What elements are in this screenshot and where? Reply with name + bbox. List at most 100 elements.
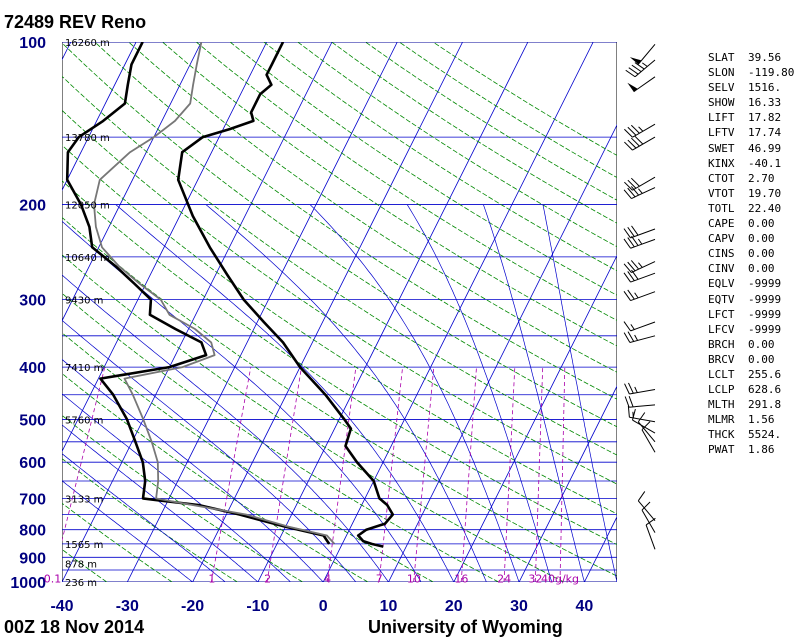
barb-staff <box>629 416 656 423</box>
dry-adiabat <box>62 216 617 577</box>
index-row: SHOW 16.33 <box>708 95 800 110</box>
dry-adiabat <box>196 42 617 321</box>
barb-pennant <box>629 57 642 65</box>
index-value: 2.70 <box>748 171 775 185</box>
dry-adiabat <box>94 42 617 400</box>
wind-barb <box>645 517 656 550</box>
index-row: MLMR 1.56 <box>708 412 800 427</box>
mixing-ratio-line <box>326 367 357 582</box>
data-source: University of Wyoming <box>368 617 563 637</box>
index-value: 16.33 <box>748 96 782 110</box>
isotherm-line <box>322 42 594 582</box>
index-row: BRCV 0.00 <box>708 352 800 367</box>
barb-half-flag <box>638 262 643 268</box>
barb-flag <box>627 331 635 342</box>
height-label: 13780 m <box>65 133 110 144</box>
barb-flag <box>631 225 639 236</box>
moist-adiabat <box>483 204 585 582</box>
barb-flag <box>628 67 639 75</box>
index-row: EQTV -9999 <box>708 292 800 307</box>
index-value: 0.00 <box>748 232 775 246</box>
isotherm-line <box>126 42 398 582</box>
wind-barb <box>624 176 656 191</box>
barb-flag <box>628 382 634 394</box>
wind-barb <box>625 59 656 78</box>
barb-flag <box>637 491 646 502</box>
index-value: 628.6 <box>748 383 782 397</box>
barb-half-flag <box>634 334 639 341</box>
index-key: MLTH <box>708 398 735 412</box>
index-value: 17.74 <box>748 126 782 140</box>
index-key: CAPV <box>708 232 735 246</box>
wind-barb <box>624 382 656 395</box>
index-row: LCLP 628.6 <box>708 382 800 397</box>
isotherm-line <box>518 385 617 582</box>
pressure-tick-label: 800 <box>19 523 46 540</box>
barb-flag <box>624 181 633 191</box>
mixing-ratio-label: 1 <box>208 572 215 585</box>
dry-adiabat <box>62 292 499 582</box>
barb-flag <box>623 321 631 332</box>
barb-flag <box>631 269 639 280</box>
mixing-ratio-line <box>378 367 403 582</box>
pressure-tick-label: 1000 <box>10 575 46 592</box>
index-value: -9999 <box>748 277 782 291</box>
station-title: 72489 REV Reno <box>4 12 147 32</box>
index-key: SLON <box>708 66 735 80</box>
index-value: 0.00 <box>748 217 775 231</box>
dry-adiabat <box>62 254 564 582</box>
barb-staff <box>641 509 656 533</box>
index-key: EQLV <box>708 277 735 291</box>
wind-barb <box>627 76 656 93</box>
isotherm-line <box>62 42 333 582</box>
barb-staff <box>632 136 656 151</box>
barb-flag <box>630 124 640 134</box>
moist-adiabat <box>406 204 553 582</box>
pressure-tick-label: 900 <box>19 550 46 567</box>
temperature-tick-label: -20 <box>181 598 204 615</box>
moist-adiabat <box>309 204 520 582</box>
barb-half-flag <box>642 62 648 67</box>
height-label: 878 m <box>65 560 97 571</box>
wind-barb <box>623 235 656 249</box>
temperature-tick-label: 20 <box>445 598 463 615</box>
height-label: 12050 m <box>65 201 110 212</box>
barb-flag <box>627 271 635 282</box>
pressure-tick-label: 100 <box>19 35 46 52</box>
pressure-tick-label: 200 <box>19 198 46 215</box>
plot-frame <box>62 42 617 582</box>
index-key: SHOW <box>708 96 735 110</box>
mixing-ratio-line <box>559 367 566 582</box>
barb-flag <box>630 260 640 270</box>
barb-flag <box>631 235 639 246</box>
mixing-ratio-label: 10 <box>407 572 421 585</box>
index-row: MLTH 291.8 <box>708 397 800 412</box>
height-label: 10640 m <box>65 253 110 264</box>
barb-half-flag <box>638 126 644 132</box>
index-value: -40.1 <box>748 156 782 170</box>
barb-pennant <box>627 82 638 92</box>
barb-staff <box>630 238 656 249</box>
barb-flag <box>630 177 640 187</box>
barb-staff <box>630 272 656 283</box>
barb-staff <box>637 44 656 65</box>
barb-staff <box>630 228 656 239</box>
barb-staff <box>629 388 656 395</box>
mixing-ratio-label: 32 <box>528 572 542 585</box>
barb-staff <box>632 123 656 138</box>
index-key: LFCT <box>708 307 735 321</box>
height-label: 16260 m <box>65 38 110 49</box>
barb-flag <box>627 226 635 237</box>
mixing-ratio-line <box>503 367 516 582</box>
mixing-ratio-line <box>413 367 435 582</box>
mixing-ratio-line <box>460 367 477 582</box>
barb-staff <box>629 335 656 344</box>
barb-flag <box>641 501 651 511</box>
dry-adiabat <box>62 332 434 582</box>
mixing-ratio-label: 7 <box>376 572 383 585</box>
wind-barb <box>623 321 656 332</box>
index-value: 1516. <box>748 81 782 95</box>
barb-flag <box>625 69 636 78</box>
pressure-tick-label: 400 <box>19 360 46 377</box>
